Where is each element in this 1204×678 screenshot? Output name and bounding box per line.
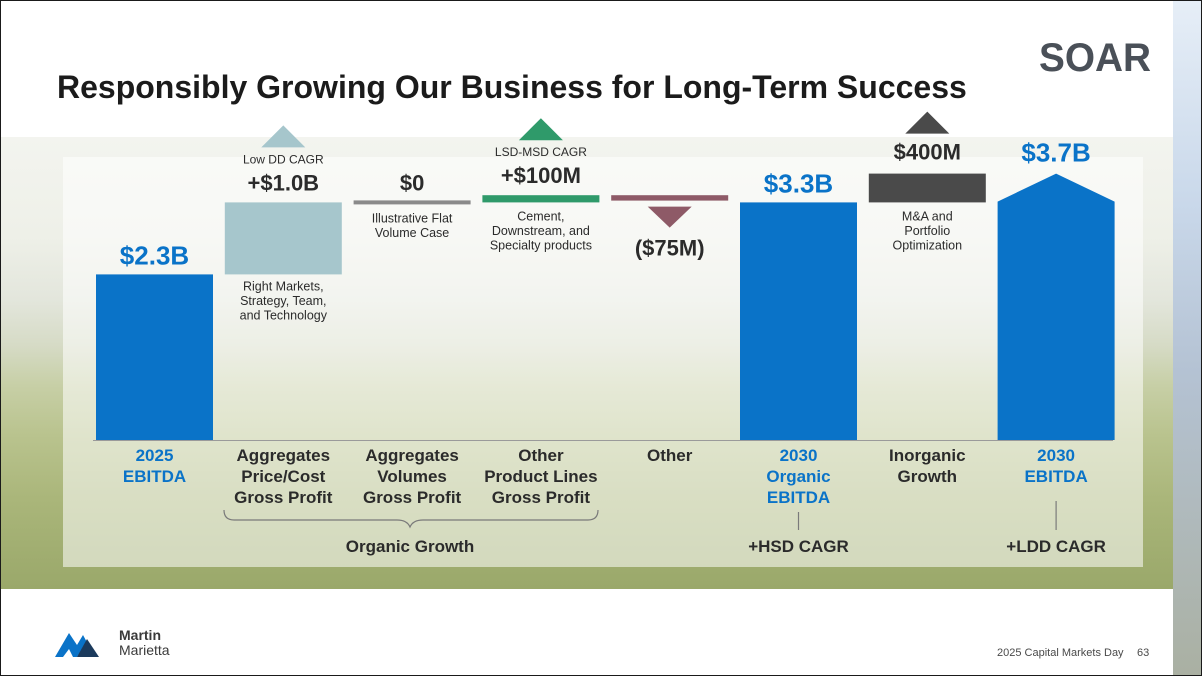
- soar-logo-text: SOAR: [1039, 36, 1151, 77]
- below-note-aggPrice-0: Right Markets,: [243, 279, 324, 293]
- below-note-inorganic-2: Optimization: [893, 238, 963, 252]
- bar-ebitda2025: [96, 274, 213, 440]
- soar-logo-icon: SOAR: [1039, 36, 1151, 77]
- value-label-other: ($75M): [635, 236, 705, 261]
- footer-event: 2025 Capital Markets Day: [997, 647, 1124, 659]
- below-note-aggVol-1: Volume Case: [375, 226, 449, 240]
- below-note-inorganic-0: M&A and: [902, 209, 953, 223]
- value-label-organic2030: $3.3B: [764, 168, 833, 198]
- category-label-aggVol-2: Gross Profit: [363, 488, 462, 507]
- bar-otherProd: [482, 195, 600, 203]
- up-marker-otherProd: [518, 118, 563, 141]
- side-photo-strip: [1173, 1, 1201, 675]
- slide-title: Responsibly Growing Our Business for Lon…: [57, 69, 967, 105]
- value-label-inorganic: $400M: [894, 140, 961, 165]
- category-label-ebitda2025-0: 2025: [136, 446, 174, 465]
- category-label-aggPrice-2: Gross Profit: [234, 488, 333, 507]
- below-note-inorganic-1: Portfolio: [904, 224, 950, 238]
- below-note-otherProd-2: Specialty products: [490, 238, 592, 252]
- value-label-aggPrice: +$1.0B: [248, 170, 320, 195]
- category-label-organic2030-0: 2030: [780, 446, 818, 465]
- bar-aggPrice: [224, 202, 342, 275]
- organic-growth-brace: [223, 509, 599, 529]
- value-label-ebitda2025: $2.3B: [120, 240, 189, 270]
- footer-logo-line2: Marietta: [119, 642, 170, 658]
- below-note-aggPrice-1: Strategy, Team,: [240, 294, 326, 308]
- category-label-inorganic-1: Growth: [898, 467, 958, 486]
- organic-growth-label: Organic Growth: [346, 537, 474, 556]
- category-label-organic2030-1: Organic: [766, 467, 830, 486]
- bar-aggVol: [353, 200, 471, 205]
- below-note-otherProd-0: Cement,: [517, 209, 564, 223]
- hsd-cagr-label: +HSD CAGR: [748, 537, 849, 556]
- category-label-organic2030-2: EBITDA: [767, 488, 830, 507]
- below-note-aggPrice-2: and Technology: [240, 308, 328, 322]
- footer-logo-line1: Martin: [119, 627, 161, 643]
- category-label-otherProd-2: Gross Profit: [492, 488, 591, 507]
- below-note-otherProd-1: Downstream, and: [492, 224, 590, 238]
- value-label-aggVol: $0: [400, 170, 424, 195]
- category-label-aggPrice-0: Aggregates: [237, 446, 331, 465]
- value-label-ebitda2030: $3.7B: [1021, 138, 1090, 168]
- bar-other: [611, 195, 729, 201]
- category-label-otherProd-0: Other: [518, 446, 564, 465]
- category-label-ebitda2030-0: 2030: [1037, 446, 1075, 465]
- above-note-aggPrice-0: Low DD CAGR: [243, 152, 324, 166]
- above-note-otherProd-0: LSD-MSD CAGR: [495, 145, 587, 159]
- category-label-ebitda2030-1: EBITDA: [1024, 467, 1087, 486]
- category-label-other-0: Other: [647, 446, 693, 465]
- bar-inorganic: [868, 173, 986, 203]
- category-label-aggVol-0: Aggregates: [365, 446, 459, 465]
- bar-organic2030: [740, 202, 857, 440]
- ldd-cagr-label: +LDD CAGR: [1006, 537, 1106, 556]
- category-label-ebitda2025-1: EBITDA: [123, 467, 186, 486]
- bar-ebitda2030: [997, 173, 1115, 440]
- category-label-aggPrice-1: Price/Cost: [241, 467, 325, 486]
- up-marker-inorganic: [905, 111, 950, 134]
- down-marker-other: [647, 206, 692, 228]
- page-number: 63: [1137, 647, 1150, 659]
- category-label-aggVol-1: Volumes: [377, 467, 447, 486]
- value-label-otherProd: +$100M: [501, 163, 581, 188]
- below-note-aggVol-0: Illustrative Flat: [372, 211, 453, 225]
- waterfall-chart: $2.3B 2025 EBITDA +$1.0B Low DD CAGR Right Ma…: [93, 111, 1115, 556]
- category-label-otherProd-1: Product Lines: [484, 467, 597, 486]
- martin-marietta-logo-icon: Martin Marietta: [55, 627, 170, 658]
- up-marker-aggPrice: [261, 125, 306, 148]
- category-label-inorganic-0: Inorganic: [889, 446, 966, 465]
